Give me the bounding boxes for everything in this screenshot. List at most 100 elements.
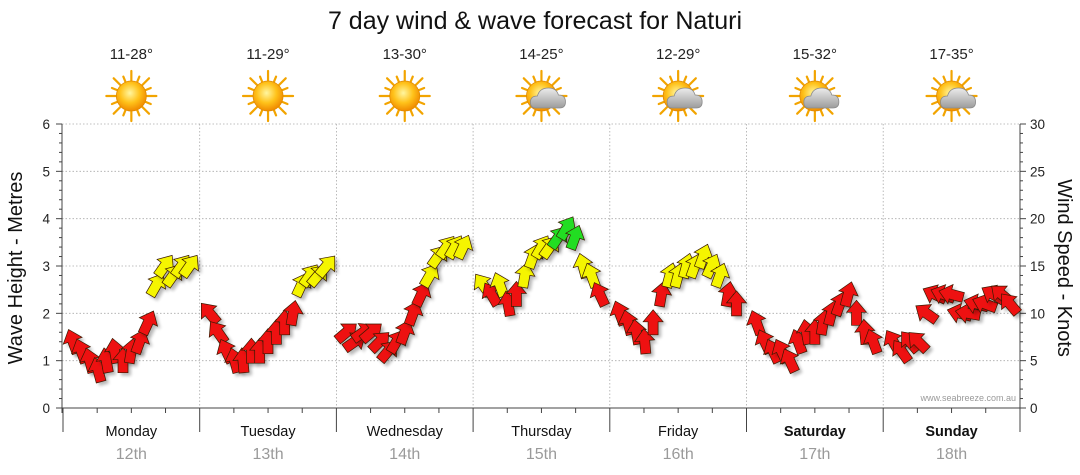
sun-ray: [522, 105, 532, 115]
wind-arrow: [589, 282, 610, 308]
sun-ray: [395, 108, 401, 117]
partly-cloudy-icon: [515, 69, 568, 123]
partly-cloudy-icon: [788, 69, 841, 123]
sun-ray: [659, 77, 669, 87]
sun-ray: [657, 86, 666, 92]
cloud-shape: [530, 87, 566, 109]
cloud-shape: [803, 87, 840, 109]
right-tick-label: 0: [1030, 401, 1038, 416]
sun-ray: [122, 75, 127, 84]
day-label: Thursday: [511, 424, 572, 440]
sun-ray: [522, 77, 532, 87]
sun-ray: [135, 75, 141, 84]
sun-ray: [682, 75, 688, 84]
gridlines: [61, 123, 1021, 409]
sun-ray: [409, 75, 414, 84]
sun-ray: [532, 75, 537, 84]
date-label: 14th: [389, 446, 420, 463]
temperature-label: 13-30°: [383, 46, 427, 63]
day-label: Friday: [658, 424, 699, 440]
sun-ray: [110, 100, 119, 106]
sun-ray: [932, 105, 943, 115]
wind-arrow: [411, 282, 432, 308]
sun-ray: [144, 86, 152, 92]
wind-arrow: [358, 323, 382, 345]
partly-cloudy-icon: [652, 69, 705, 123]
left-axis-label: Wave Height - Metres: [5, 172, 27, 365]
sun-ray: [794, 86, 803, 92]
day-label: Wednesday: [367, 424, 444, 440]
sun-ray: [144, 100, 152, 106]
sun-ray: [942, 75, 947, 84]
sun-ray: [112, 77, 122, 87]
wind-arrow: [908, 332, 931, 355]
temperature-label: 12-29°: [656, 46, 700, 63]
temperature-label: 11-28°: [110, 46, 153, 63]
right-axis-label: Wind Speed - Knots: [1053, 179, 1075, 357]
sun-ray: [385, 77, 396, 87]
credit-text: www.seabreeze.com.au: [919, 393, 1016, 403]
sun-ray: [659, 105, 669, 115]
right-tick-label: 30: [1030, 117, 1045, 132]
sun-ray: [247, 100, 256, 106]
sun-ray: [110, 86, 119, 92]
wind-arrow: [701, 253, 722, 280]
wind-arrow: [178, 254, 199, 280]
sun-ray: [819, 75, 824, 84]
right-tick-label: 10: [1030, 306, 1045, 321]
sun-icon: [378, 69, 431, 123]
wind-arrow: [564, 224, 586, 252]
sun-ray: [794, 100, 803, 106]
left-axis: 0 1 2 3 4 5 6: [42, 117, 63, 416]
sun-ray: [805, 108, 811, 117]
sun-ray: [827, 86, 836, 92]
sun-ray: [931, 100, 939, 106]
sun-ray: [280, 86, 289, 92]
day-label: Sunday: [925, 424, 977, 440]
date-label: 12th: [116, 446, 147, 463]
sun-disc: [115, 80, 147, 112]
sun-ray: [520, 100, 529, 106]
cloud-shape: [666, 87, 703, 109]
temperature-label: 14-25°: [519, 46, 563, 63]
sun-ray: [657, 100, 666, 106]
sun-ray: [796, 105, 806, 115]
day-label: Monday: [106, 424, 158, 440]
sun-ray: [395, 75, 401, 84]
sun-ray: [122, 108, 127, 117]
day-label: Saturday: [784, 424, 846, 440]
sun-ray: [669, 75, 674, 84]
sun-ray: [932, 77, 943, 87]
wind-arrows: [62, 216, 1025, 386]
left-tick-label: 6: [42, 117, 50, 132]
sun-ray: [384, 100, 392, 106]
sun-ray: [417, 100, 426, 106]
date-label: 16th: [663, 446, 694, 463]
sun-ray: [687, 77, 697, 87]
sun-ray: [414, 77, 424, 87]
sun-ray: [258, 108, 264, 117]
right-tick-label: 15: [1030, 259, 1045, 274]
sun-ray: [824, 77, 834, 87]
sun-ray: [280, 100, 289, 106]
sun-ray: [805, 75, 811, 84]
wind-arrow: [137, 310, 159, 337]
sun-ray: [961, 77, 971, 87]
date-label: 18th: [936, 446, 967, 463]
sun-ray: [140, 77, 151, 87]
sun-ray: [258, 75, 264, 84]
wind-arrow: [938, 283, 965, 305]
temperature-label: 15-32°: [793, 46, 837, 63]
sun-disc: [389, 80, 421, 112]
sun-icon: [105, 69, 158, 123]
sun-ray: [819, 108, 824, 117]
right-tick-label: 25: [1030, 164, 1045, 179]
sun-ray: [277, 105, 287, 115]
wind-arrow: [1001, 293, 1022, 317]
sun-ray: [931, 86, 939, 92]
sun-ray: [272, 75, 278, 84]
sun-ray: [964, 86, 973, 92]
left-tick-label: 5: [42, 164, 50, 179]
date-label: 13th: [252, 446, 283, 463]
